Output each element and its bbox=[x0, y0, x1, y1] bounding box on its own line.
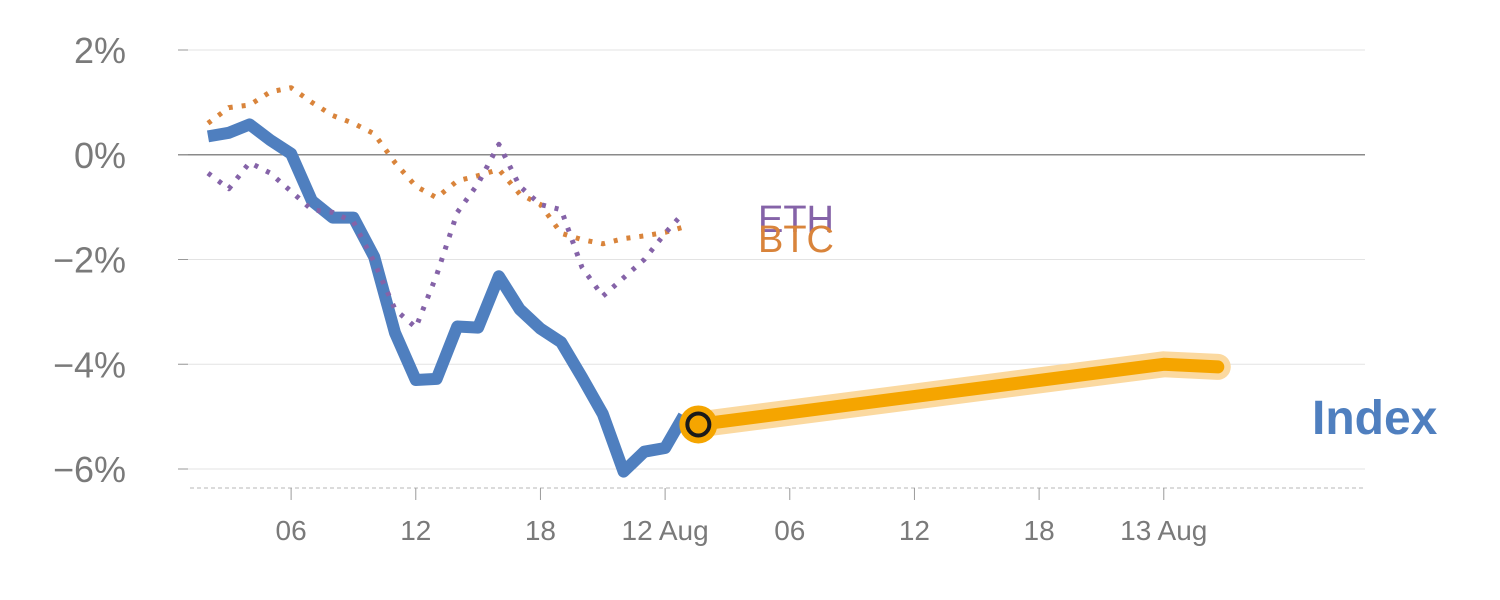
eth-series-label: ETH bbox=[758, 199, 834, 241]
y-tick-label: −6% bbox=[53, 449, 126, 490]
x-tick-label: 06 bbox=[276, 515, 307, 546]
index-series-label: Index bbox=[1312, 392, 1438, 445]
marker-layer bbox=[679, 405, 718, 444]
btc-series-line bbox=[206, 85, 685, 247]
y-tick-label: −2% bbox=[53, 240, 126, 281]
x-axis-ticks: 06 12 18 12 Aug 06 12 18 13 Aug bbox=[276, 488, 1207, 546]
y-tick-label: −4% bbox=[53, 344, 126, 385]
index-series-line bbox=[206, 118, 689, 478]
y-tick-label: 0% bbox=[74, 135, 126, 176]
x-tick-label: 06 bbox=[774, 515, 805, 546]
x-tick-label: 18 bbox=[1024, 515, 1055, 546]
x-tick-label: 12 Aug bbox=[622, 515, 709, 546]
x-tick-label: 13 Aug bbox=[1120, 515, 1207, 546]
y-tick-label: 2% bbox=[74, 30, 126, 71]
x-tick-label: 12 bbox=[899, 515, 930, 546]
index-projection-line bbox=[691, 357, 1225, 431]
current-value-marker bbox=[685, 411, 712, 438]
x-tick-label: 18 bbox=[525, 515, 556, 546]
y-axis-ticks: 2% 0% −2% −4% −6% bbox=[53, 30, 188, 490]
x-tick-label: 12 bbox=[400, 515, 431, 546]
btc-series-label: BTC bbox=[758, 219, 834, 261]
series-lines bbox=[206, 85, 1231, 478]
eth-series-line bbox=[206, 141, 686, 331]
